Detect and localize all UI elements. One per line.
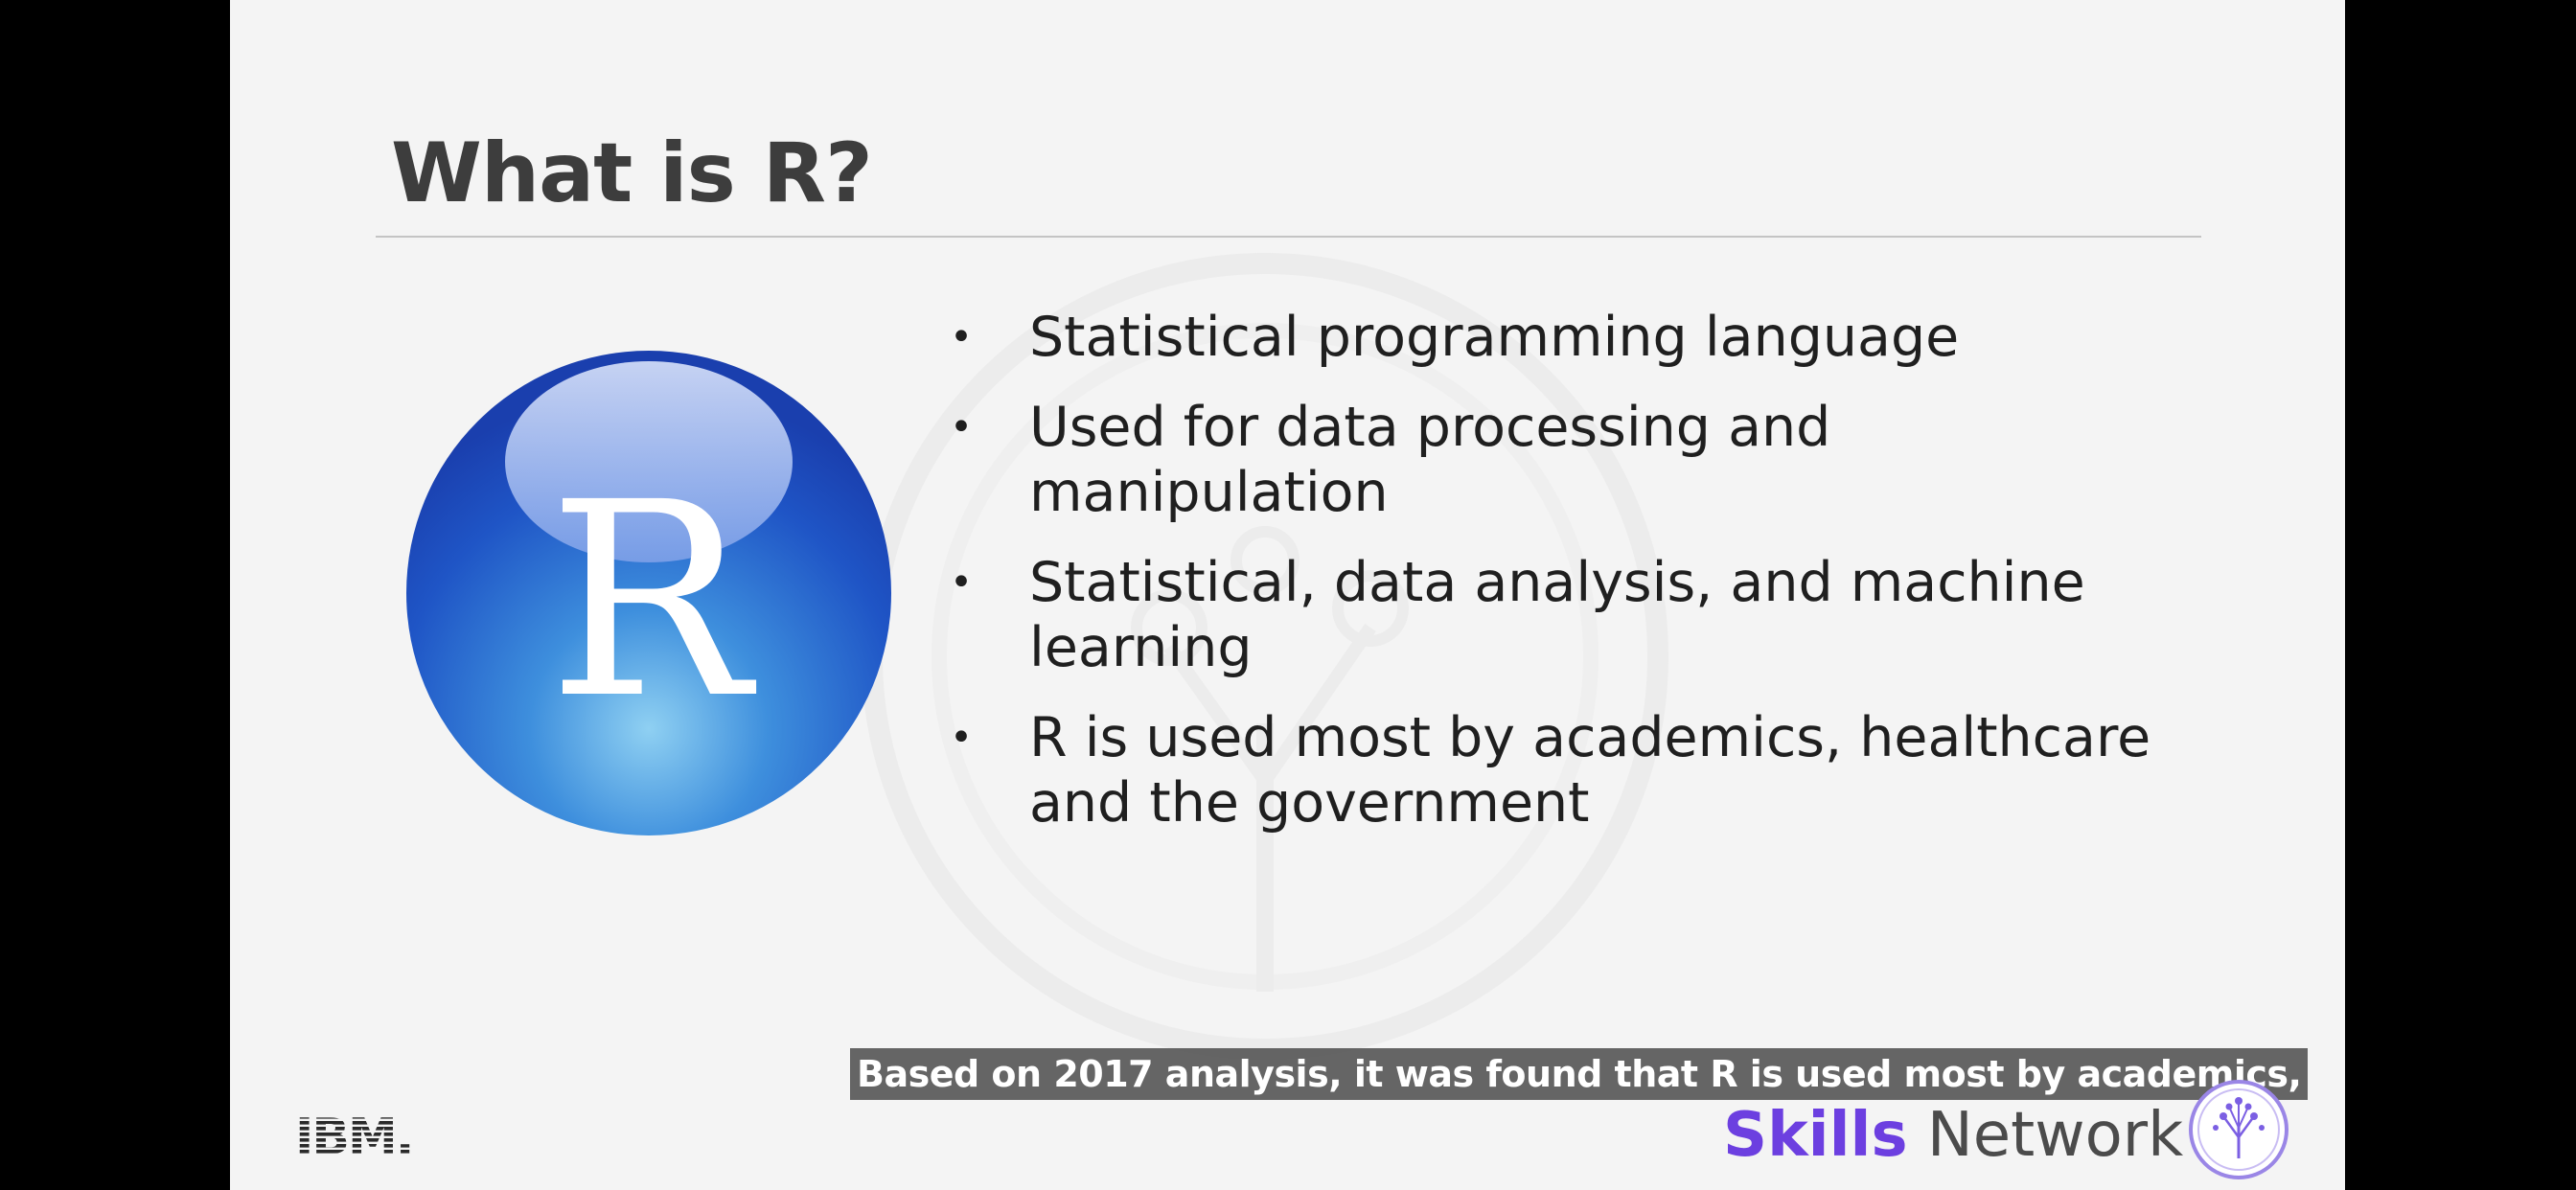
r-logo-icon: R	[406, 351, 891, 835]
subtitle-caption: Based on 2017 analysis, it was found tha…	[850, 1048, 2309, 1100]
network-word: Network	[1926, 1100, 2184, 1171]
bullet-list: • Statistical programming language • Use…	[947, 305, 2231, 860]
skills-network-wordmark: Skills Network	[1723, 1102, 2183, 1169]
bullet-item: • Statistical, data analysis, and machin…	[947, 550, 2231, 680]
slide: What is R? R • Statistical programming l…	[230, 0, 2345, 1190]
letterbox-right	[2345, 0, 2576, 1190]
bullet-text-continued: learning	[1029, 616, 1253, 679]
skills-word: Skills	[1723, 1100, 1908, 1171]
ibm-logo-text: IBM.	[295, 1110, 412, 1159]
bullet-text: Used for data processing and	[1029, 396, 1831, 459]
bullet-item: • R is used most by academics, healthcar…	[947, 705, 2231, 835]
bullet-text: Statistical programming language	[1029, 306, 1960, 369]
bullet-item: • Used for data processing and manipulat…	[947, 395, 2231, 525]
skills-network-tree-icon	[2189, 1080, 2288, 1179]
bullet-dot: •	[950, 716, 973, 760]
bullet-dot: •	[950, 405, 973, 449]
bullet-text: Statistical, data analysis, and machine	[1029, 551, 2085, 614]
bullet-dot: •	[950, 561, 973, 605]
letterbox-left	[0, 0, 230, 1190]
bullet-text: R is used most by academics, healthcare	[1029, 706, 2151, 769]
ibm-logo-icon: IBM.	[295, 1110, 414, 1159]
slide-title: What is R?	[391, 126, 873, 221]
r-logo-letter: R	[548, 446, 758, 758]
bullet-item: • Statistical programming language	[947, 305, 2231, 370]
bullet-text-continued: and the government	[1029, 771, 1590, 835]
bullet-dot: •	[950, 315, 973, 359]
bullet-text-continued: manipulation	[1029, 461, 1389, 524]
title-divider	[376, 236, 2201, 238]
